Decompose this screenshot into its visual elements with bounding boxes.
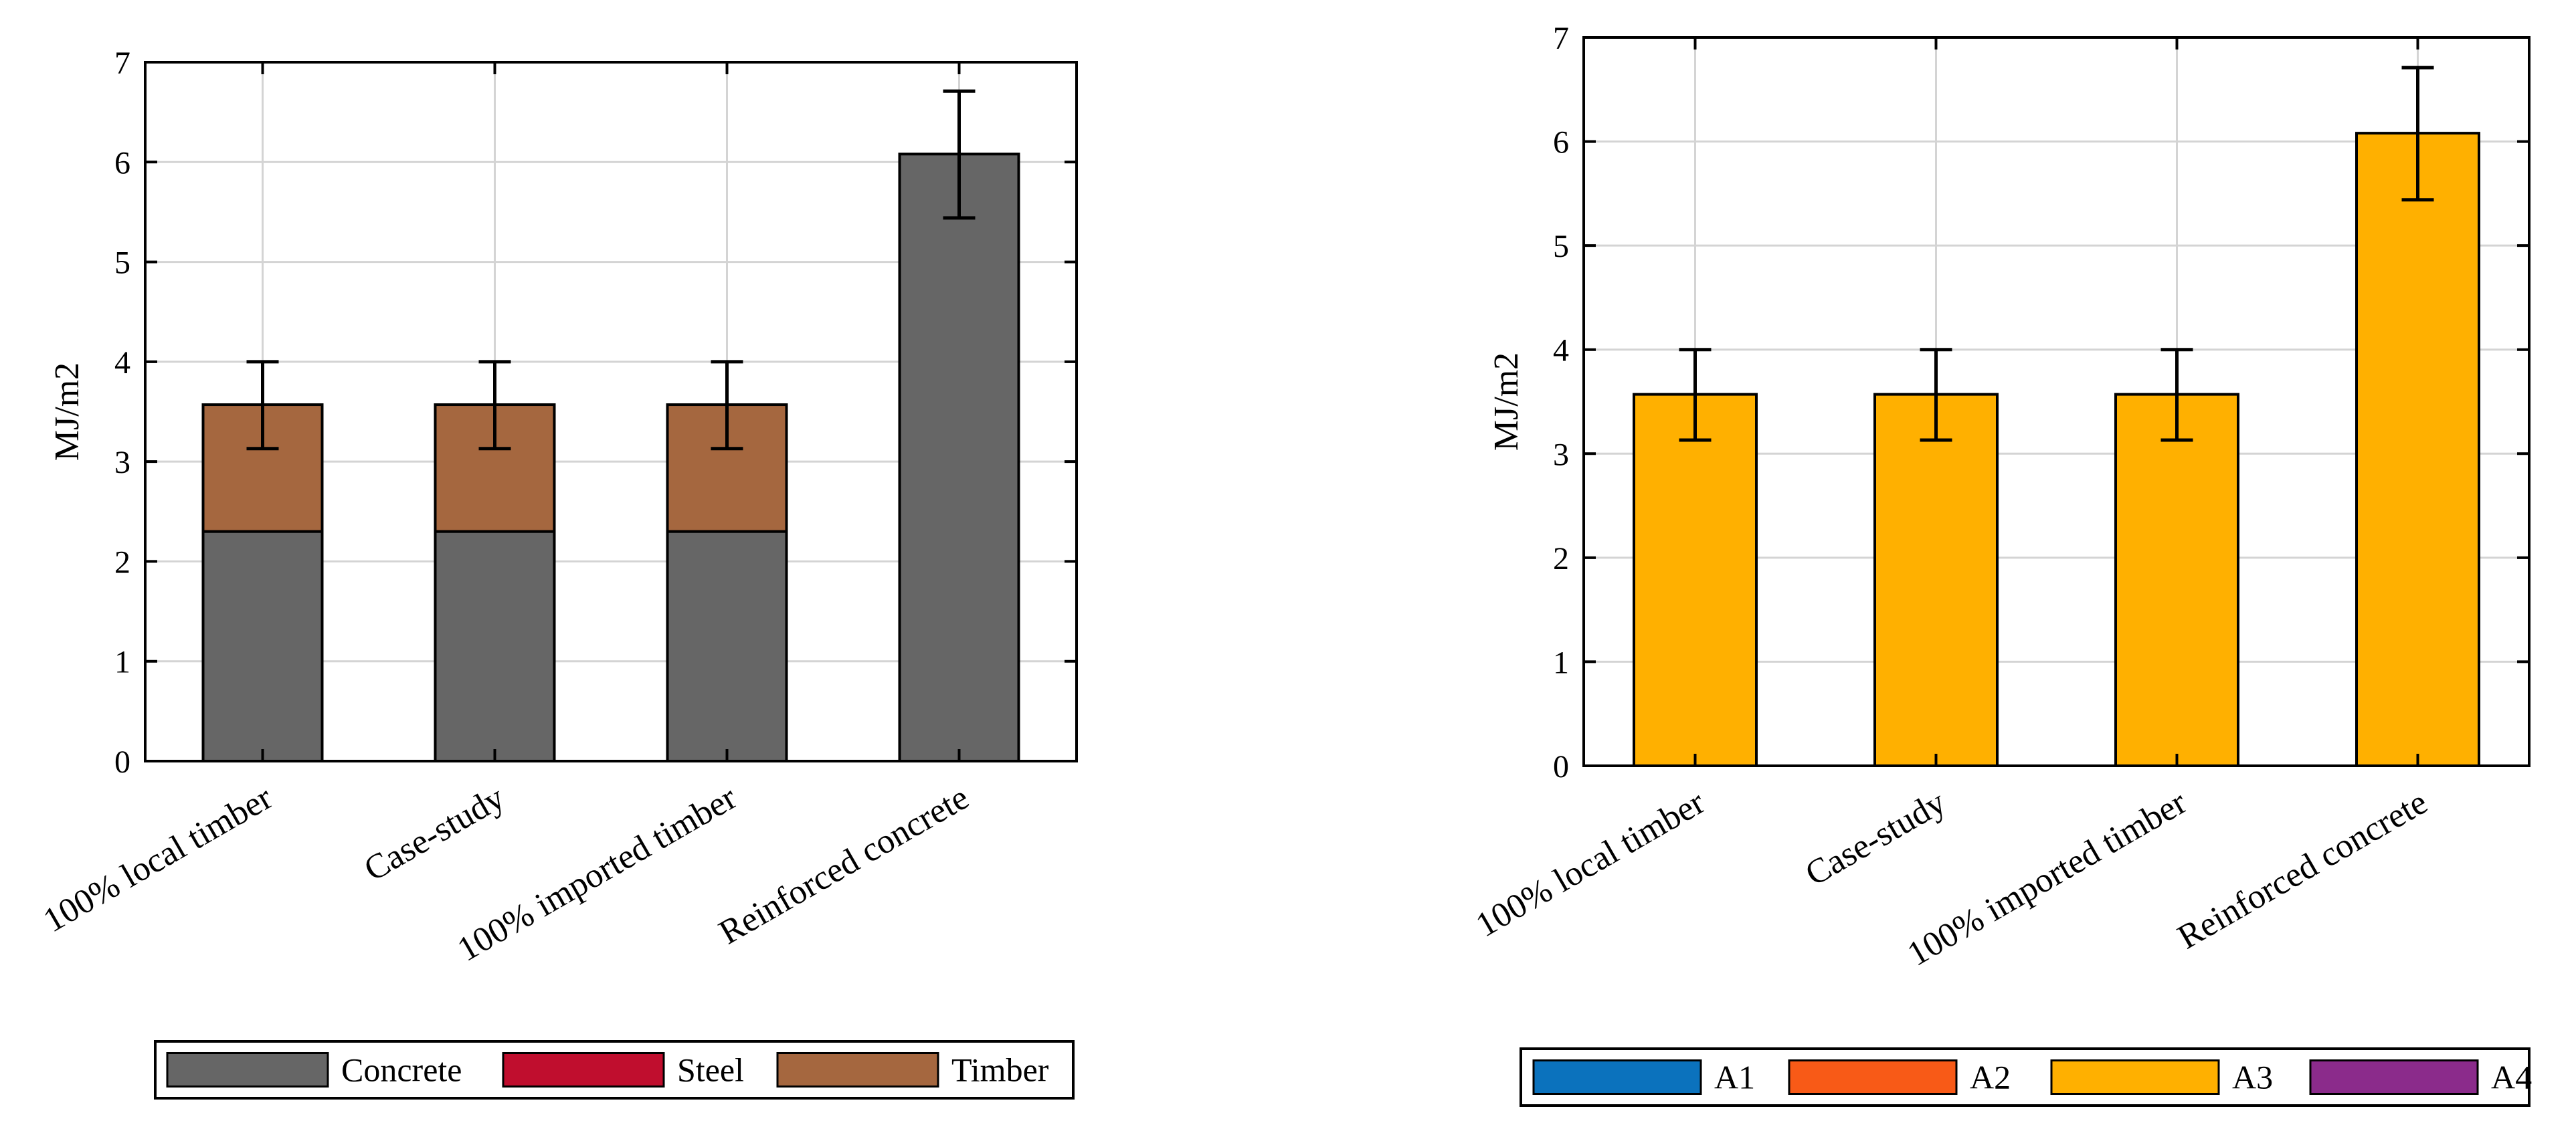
legend-swatch-a4	[2309, 1059, 2479, 1095]
legend-label: A1	[1714, 1059, 1755, 1096]
y-tick-label: 1	[114, 645, 130, 680]
y-tick-label: 6	[1553, 125, 1569, 161]
bar-concrete-3	[666, 530, 788, 763]
y-tick-label: 4	[1553, 333, 1569, 369]
category-label: Reinforced concrete	[713, 779, 975, 952]
category-label: 100% local timber	[1469, 783, 1711, 944]
category-label: Case-study	[358, 779, 511, 889]
y-tick-label: 2	[114, 544, 130, 580]
error-bar-2	[478, 360, 511, 451]
category-label: Case-study	[1799, 783, 1952, 894]
y-axis-label: MJ/m2	[1487, 352, 1526, 451]
legend-swatch-a2	[1788, 1059, 1958, 1095]
bar-concrete-2	[434, 530, 556, 763]
category-label: Reinforced concrete	[2171, 783, 2433, 956]
legend: Concrete Steel Timber	[154, 1040, 1075, 1100]
y-tick-label: 0	[1553, 749, 1569, 785]
y-tick-label: 7	[114, 45, 130, 81]
legend: A1 A2 A3 A4	[1520, 1047, 2532, 1107]
y-tick-label: 4	[114, 345, 130, 381]
error-bar-3	[2160, 348, 2193, 442]
legend-label: Steel	[677, 1051, 744, 1089]
bar-a3-1	[1633, 393, 1758, 767]
legend-swatch-steel	[502, 1052, 665, 1088]
y-tick-label: 5	[114, 245, 130, 281]
legend-label: A2	[1970, 1059, 2011, 1096]
error-bar-3	[711, 360, 743, 451]
error-bar-2	[1920, 348, 1952, 442]
bar-concrete-1	[201, 530, 324, 763]
plot-frame	[1582, 36, 2531, 767]
bar-a3-2	[1873, 393, 1999, 767]
error-bar-1	[1679, 348, 1712, 442]
y-tick-label: 6	[114, 145, 130, 181]
error-bar-1	[246, 360, 279, 451]
bar-a3-4	[2355, 132, 2480, 767]
plot-frame	[144, 61, 1078, 762]
bar-concrete-4	[898, 152, 1020, 763]
y-tick-label: 1	[1553, 645, 1569, 680]
y-tick-label: 3	[114, 445, 130, 480]
y-tick-label: 2	[1553, 541, 1569, 577]
y-tick-label: 7	[1553, 21, 1569, 56]
bar-timber-3	[666, 403, 788, 533]
category-label: 100% local timber	[37, 779, 278, 940]
legend-label: A4	[2491, 1059, 2532, 1096]
legend-swatch-a1	[1532, 1059, 1702, 1095]
legend-label: Timber	[951, 1051, 1049, 1089]
legend-swatch-timber	[776, 1052, 939, 1088]
error-bar-4	[943, 89, 976, 220]
error-bar-4	[2401, 66, 2434, 202]
legend-swatch-concrete	[166, 1052, 329, 1088]
bar-a3-3	[2114, 393, 2239, 767]
y-axis-label: MJ/m2	[48, 363, 86, 461]
y-tick-label: 3	[1553, 437, 1569, 472]
legend-label: A3	[2232, 1059, 2273, 1096]
legend-label: Concrete	[341, 1051, 462, 1089]
legend-swatch-a3	[2050, 1059, 2220, 1095]
y-tick-label: 0	[114, 744, 130, 780]
y-tick-label: 5	[1553, 229, 1569, 264]
